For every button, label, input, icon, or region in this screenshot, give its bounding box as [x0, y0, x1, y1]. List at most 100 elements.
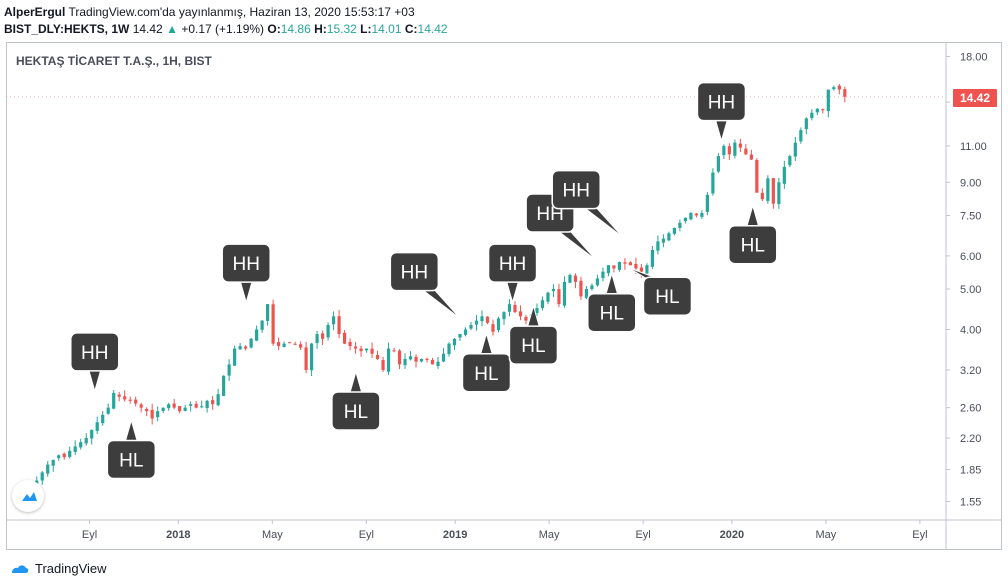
callout-pointer [479, 331, 494, 356]
candle-body [628, 262, 633, 266]
callout-label: HH [562, 181, 589, 202]
pattern-callout[interactable]: HH [551, 169, 623, 237]
price-change: +0.17 (+1.19%) [181, 22, 265, 36]
pattern-callout[interactable]: HL [331, 370, 381, 431]
candle-body [716, 156, 720, 172]
candle-body [408, 356, 413, 360]
callout-box [587, 292, 637, 333]
candle-body [777, 182, 781, 204]
y-tick-label: 18.00 [960, 52, 988, 64]
tradingview-logo-icon [12, 565, 29, 573]
candle-body [810, 112, 814, 119]
candle-body [678, 222, 682, 228]
candle-body [178, 406, 182, 412]
callout-box [106, 439, 157, 480]
candle-body [656, 241, 660, 251]
candle-body [123, 396, 127, 400]
callout-pointer [124, 418, 138, 442]
author-name[interactable]: AlperErgul [4, 5, 66, 19]
candle-body [364, 348, 369, 351]
candle-body [727, 146, 731, 155]
pattern-callout[interactable]: HH [389, 251, 461, 320]
candle-body [760, 192, 764, 200]
candle-body [540, 300, 545, 309]
header-ohlc-line: BIST_DLY:HEKTS, 1W 14.42 ▲ +0.17 (+1.19%… [4, 22, 448, 36]
callout-box [728, 224, 778, 265]
callout-pointer [556, 230, 597, 261]
candle-body [128, 399, 132, 401]
candle-body [689, 212, 693, 220]
up-arrow-icon: ▲ [166, 22, 178, 36]
pattern-callout[interactable]: HL [587, 271, 637, 333]
pattern-callout[interactable]: HH [70, 332, 120, 393]
candle-body [513, 304, 517, 313]
pattern-callout[interactable]: HL [627, 266, 693, 316]
candle-body [397, 350, 402, 365]
candle-body [205, 400, 209, 409]
pattern-callout[interactable]: HL [106, 418, 157, 480]
x-tick-label: 2020 [720, 529, 744, 541]
callout-label: HH [81, 343, 108, 364]
candle-body [590, 285, 594, 290]
candle-body [595, 278, 600, 286]
pattern-callout[interactable]: HL [461, 331, 512, 393]
candle-body [282, 343, 286, 347]
callout-pointer [582, 207, 623, 237]
candle-body [694, 213, 698, 216]
candle-body [167, 404, 171, 409]
pattern-callout[interactable]: HL [508, 304, 559, 365]
callout-label: HH [536, 204, 563, 225]
close-label: C: [404, 22, 418, 36]
candle-body [233, 348, 237, 366]
candle-body [222, 375, 226, 396]
symbol-label[interactable]: BIST_DLY:HEKTS, 1W [4, 22, 130, 36]
candle-body [156, 411, 160, 418]
callout-label: HH [232, 254, 259, 275]
candle-body [101, 414, 105, 424]
candle-body [568, 275, 572, 283]
candle-body [733, 142, 737, 156]
callout-box [551, 169, 601, 210]
pattern-callout[interactable]: HH [696, 81, 747, 143]
pattern-callout[interactable]: HL [728, 203, 778, 265]
tradingview-corner-logo[interactable] [12, 480, 44, 512]
candle-body [579, 280, 583, 297]
callout-pointer [714, 119, 729, 143]
candle-body [342, 332, 347, 344]
chart-area[interactable]: 18.0014.0011.009.007.506.005.004.003.202… [6, 42, 1002, 550]
candle-body [766, 178, 770, 201]
candle-body [277, 342, 281, 347]
candle-body [293, 343, 297, 345]
candle-body [793, 142, 797, 157]
x-tick-label: Eyl [359, 529, 374, 541]
pattern-callout[interactable]: HH [221, 243, 271, 304]
candle-body [403, 358, 407, 366]
header-author-line: AlperErgul TradingView.com'da yayınlanmı… [4, 5, 415, 19]
candle-body [79, 442, 83, 448]
candle-body [623, 262, 627, 264]
candle-body [51, 459, 55, 466]
candle-body [304, 347, 308, 370]
candle-body [650, 249, 655, 267]
candle-body [309, 343, 314, 371]
high-label: H: [314, 22, 327, 36]
candle-body [711, 172, 715, 194]
candle-body [40, 472, 44, 481]
y-tick-label: 3.20 [960, 365, 981, 377]
candle-body [749, 154, 753, 160]
price-chart[interactable]: 18.0014.0011.009.007.506.005.004.003.202… [6, 42, 1002, 550]
candle-body [359, 348, 363, 352]
pattern-callout[interactable]: HH [487, 243, 538, 304]
candle-body [804, 118, 808, 130]
candle-body [249, 338, 253, 348]
candle-body [414, 356, 418, 362]
candle-body [90, 429, 94, 439]
footer-brand[interactable]: TradingView [35, 560, 107, 576]
candle-body [320, 333, 325, 339]
candle-body [244, 346, 248, 349]
callout-pointer [746, 203, 760, 228]
candle-body [672, 227, 676, 234]
callout-label: HL [655, 287, 679, 308]
candle-body [782, 166, 786, 184]
candle-body [326, 325, 330, 338]
